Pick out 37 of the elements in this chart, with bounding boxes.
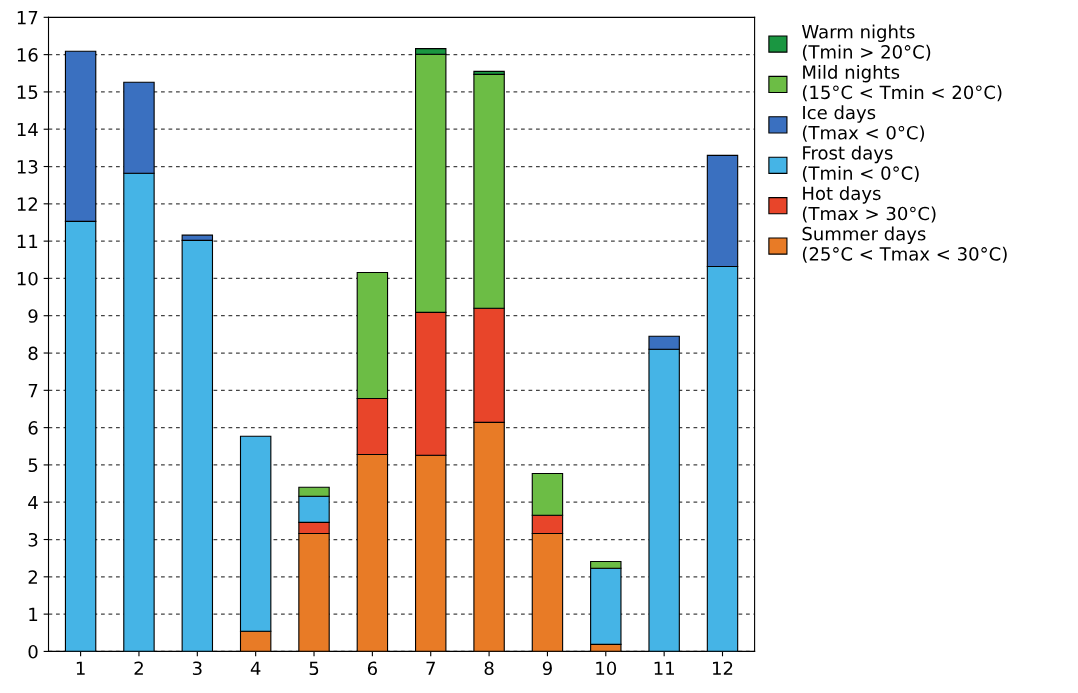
legend-label: Mild nights (15°C < Tmin < 20°C)	[802, 64, 1002, 102]
y-tick-label: 5	[28, 458, 38, 473]
y-tick-label: 7	[28, 384, 38, 398]
x-tick-label: 7	[426, 661, 435, 675]
y-tick-label: 8	[28, 346, 38, 361]
x-tick-label: 2	[134, 661, 143, 675]
x-tick-label: 9	[542, 661, 552, 676]
x-tick-label: 4	[250, 661, 261, 675]
x-tick-label: 3	[192, 661, 202, 676]
legend-label: Warm nights (Tmin > 20°C)	[801, 24, 931, 61]
y-tick-label: 10	[17, 271, 38, 286]
x-tick-label: 10	[596, 661, 617, 676]
x-tick-label: 1	[76, 661, 85, 675]
x-tick-label: 12	[713, 661, 733, 675]
y-tick-label: 3	[28, 532, 38, 547]
y-tick-label: 15	[17, 85, 38, 100]
legend-label: Frost days (Tmin < 0°C)	[802, 145, 919, 183]
x-tick-label: 6	[367, 661, 377, 676]
legend-label: Summer days (25°C < Tmax < 30°C)	[802, 226, 1007, 263]
y-tick-label: 6	[28, 421, 38, 435]
y-tick-label: 13	[17, 159, 38, 174]
y-tick-label: 2	[28, 570, 37, 584]
x-tick-label: 11	[654, 661, 674, 675]
y-tick-label: 16	[17, 48, 38, 62]
x-tick-label: 5	[309, 661, 319, 676]
y-tick-label: 12	[17, 197, 37, 211]
y-tick-label: 11	[17, 234, 38, 248]
y-tick-label: 0	[28, 644, 38, 659]
y-tick-label: 1	[29, 607, 38, 621]
legend-label: Ice days (Tmax < 0°C)	[802, 105, 925, 142]
y-tick-label: 17	[17, 11, 38, 25]
x-tick-label: 8	[484, 661, 494, 676]
bar	[181, 239, 214, 652]
y-tick-label: 4	[28, 495, 38, 510]
legend-label: Hot days (Tmax > 30°C)	[802, 186, 936, 223]
y-tick-label: 14	[17, 122, 38, 137]
y-tick-label: 9	[28, 309, 38, 323]
